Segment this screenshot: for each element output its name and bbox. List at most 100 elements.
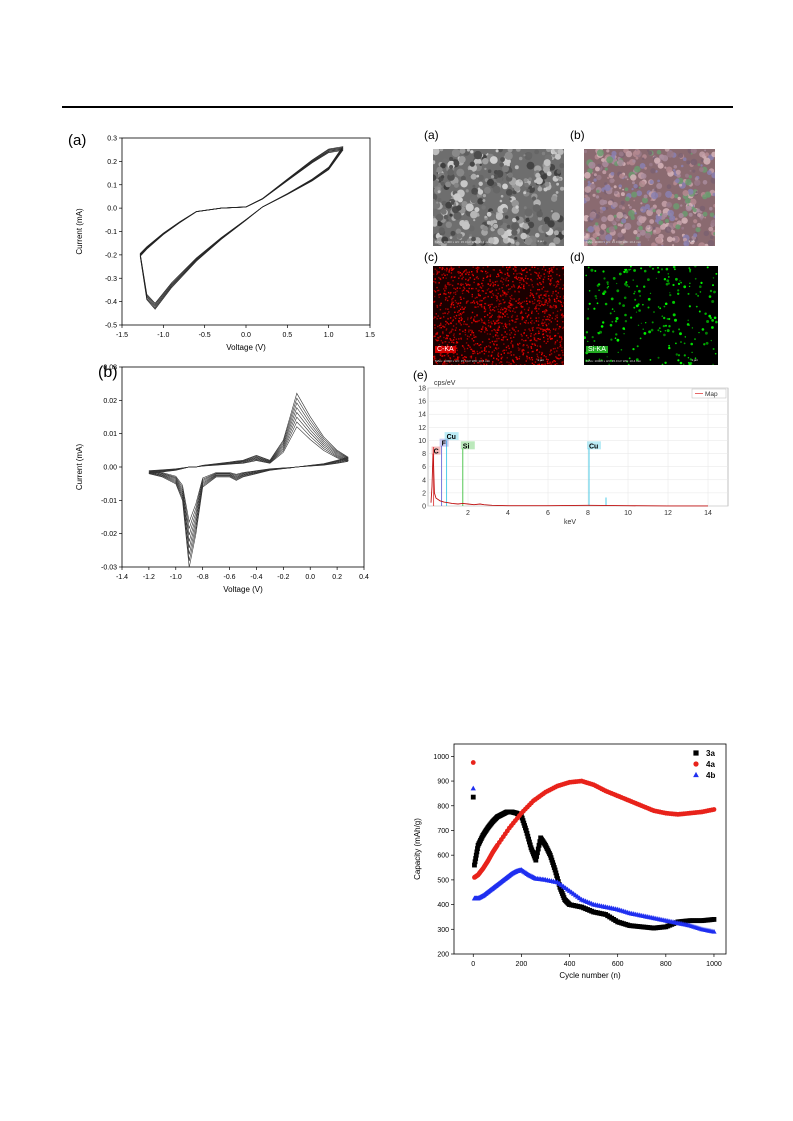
carbon-signal-dot — [473, 319, 475, 321]
carbon-signal-dot — [527, 346, 529, 349]
carbon-signal-dot — [454, 291, 457, 293]
carbon-signal-dot — [500, 309, 502, 311]
carbon-signal-dot — [533, 337, 536, 339]
carbon-signal-dot — [562, 363, 564, 365]
carbon-signal-dot — [502, 337, 504, 339]
sem-grain — [627, 204, 630, 207]
sem-grain — [685, 198, 691, 204]
carbon-signal-dot — [465, 269, 467, 271]
carbon-signal-dot — [447, 308, 449, 310]
carbon-signal-dot — [499, 300, 501, 302]
data-point — [711, 928, 717, 934]
x-tick-label: -0.5 — [199, 332, 211, 339]
carbon-signal-dot — [460, 284, 462, 286]
silicon-signal-dot — [709, 289, 713, 293]
data-point — [693, 771, 699, 778]
sem-grain — [484, 167, 487, 171]
carbon-signal-dot — [558, 358, 560, 360]
silicon-signal-dot — [586, 317, 590, 320]
sem-grain — [537, 186, 543, 192]
carbon-signal-dot — [468, 287, 470, 290]
carbon-signal-dot — [487, 355, 490, 357]
carbon-signal-dot — [434, 358, 437, 360]
silicon-signal-dot — [687, 361, 690, 364]
carbon-signal-dot — [443, 273, 445, 275]
sem-grain — [707, 240, 715, 246]
silicon-signal-dot — [587, 340, 589, 343]
carbon-signal-dot — [446, 334, 448, 337]
silicon-signal-dot — [647, 278, 650, 281]
carbon-signal-dot — [470, 329, 473, 332]
carbon-signal-dot — [555, 315, 557, 317]
carbon-signal-dot — [440, 317, 443, 319]
silicon-signal-dot — [714, 352, 717, 355]
y-tick-label: 10 — [418, 438, 426, 445]
carbon-signal-dot — [508, 267, 510, 269]
carbon-signal-dot — [468, 325, 470, 328]
carbon-signal-dot — [521, 312, 523, 314]
carbon-signal-dot — [537, 364, 539, 365]
silicon-signal-dot — [662, 324, 666, 328]
carbon-signal-dot — [487, 295, 489, 298]
carbon-signal-dot — [530, 321, 532, 324]
carbon-signal-dot — [451, 341, 453, 343]
carbon-signal-dot — [524, 364, 526, 365]
carbon-signal-dot — [473, 318, 475, 320]
carbon-signal-dot — [521, 317, 524, 319]
carbon-signal-dot — [447, 355, 450, 357]
carbon-signal-dot — [498, 326, 500, 328]
carbon-signal-dot — [453, 287, 455, 290]
sem-grain — [697, 163, 701, 167]
carbon-signal-dot — [450, 269, 453, 271]
carbon-signal-dot — [458, 363, 460, 365]
carbon-signal-dot — [490, 354, 493, 356]
silicon-signal-dot — [610, 338, 613, 341]
x-tick-label: 14 — [704, 510, 712, 517]
carbon-signal-dot — [460, 324, 462, 326]
carbon-signal-dot — [517, 318, 519, 320]
sem-grain — [693, 233, 698, 238]
carbon-signal-dot — [473, 334, 475, 336]
peak-label: Si — [463, 443, 470, 450]
silicon-signal-dot — [635, 311, 638, 313]
sem-grain — [495, 212, 504, 221]
carbon-signal-dot — [483, 349, 486, 352]
carbon-signal-dot — [457, 283, 459, 285]
carbon-signal-dot — [493, 284, 495, 286]
carbon-signal-dot — [475, 336, 477, 338]
carbon-signal-dot — [505, 336, 507, 338]
sem-grain — [680, 204, 683, 207]
carbon-signal-dot — [476, 343, 479, 345]
silicon-signal-dot — [688, 285, 691, 288]
carbon-signal-dot — [543, 276, 546, 278]
data-point — [535, 846, 541, 852]
sem-grain — [618, 184, 622, 188]
silicon-signal-dot — [638, 309, 641, 312]
carbon-signal-dot — [492, 336, 494, 338]
silicon-signal-dot — [660, 268, 664, 271]
carbon-signal-dot — [496, 297, 498, 299]
silicon-signal-dot — [694, 338, 696, 341]
carbon-signal-dot — [525, 275, 527, 277]
carbon-signal-dot — [505, 325, 507, 327]
y-tick-label: -0.3 — [105, 276, 117, 283]
silicon-signal-dot — [675, 353, 678, 356]
y-tick-label: 800 — [437, 803, 449, 810]
carbon-signal-dot — [531, 266, 533, 268]
carbon-signal-dot — [530, 278, 532, 281]
carbon-signal-dot — [471, 311, 474, 314]
carbon-signal-dot — [502, 308, 504, 311]
carbon-signal-dot — [549, 306, 551, 308]
carbon-signal-dot — [465, 278, 467, 281]
sem-grain — [433, 201, 441, 209]
carbon-signal-dot — [454, 288, 457, 290]
carbon-signal-dot — [541, 321, 543, 323]
legend-label: Map — [705, 391, 718, 398]
silicon-map-image: Si-KA 1 µm MAG: 10000 x HV: 15.0 kV WD: … — [584, 266, 718, 365]
carbon-signal-dot — [471, 271, 473, 273]
carbon-signal-dot — [443, 361, 445, 364]
sem-grain — [703, 157, 711, 165]
carbon-signal-dot — [513, 336, 515, 338]
carbon-signal-dot — [456, 290, 458, 292]
carbon-signal-dot — [535, 307, 538, 310]
